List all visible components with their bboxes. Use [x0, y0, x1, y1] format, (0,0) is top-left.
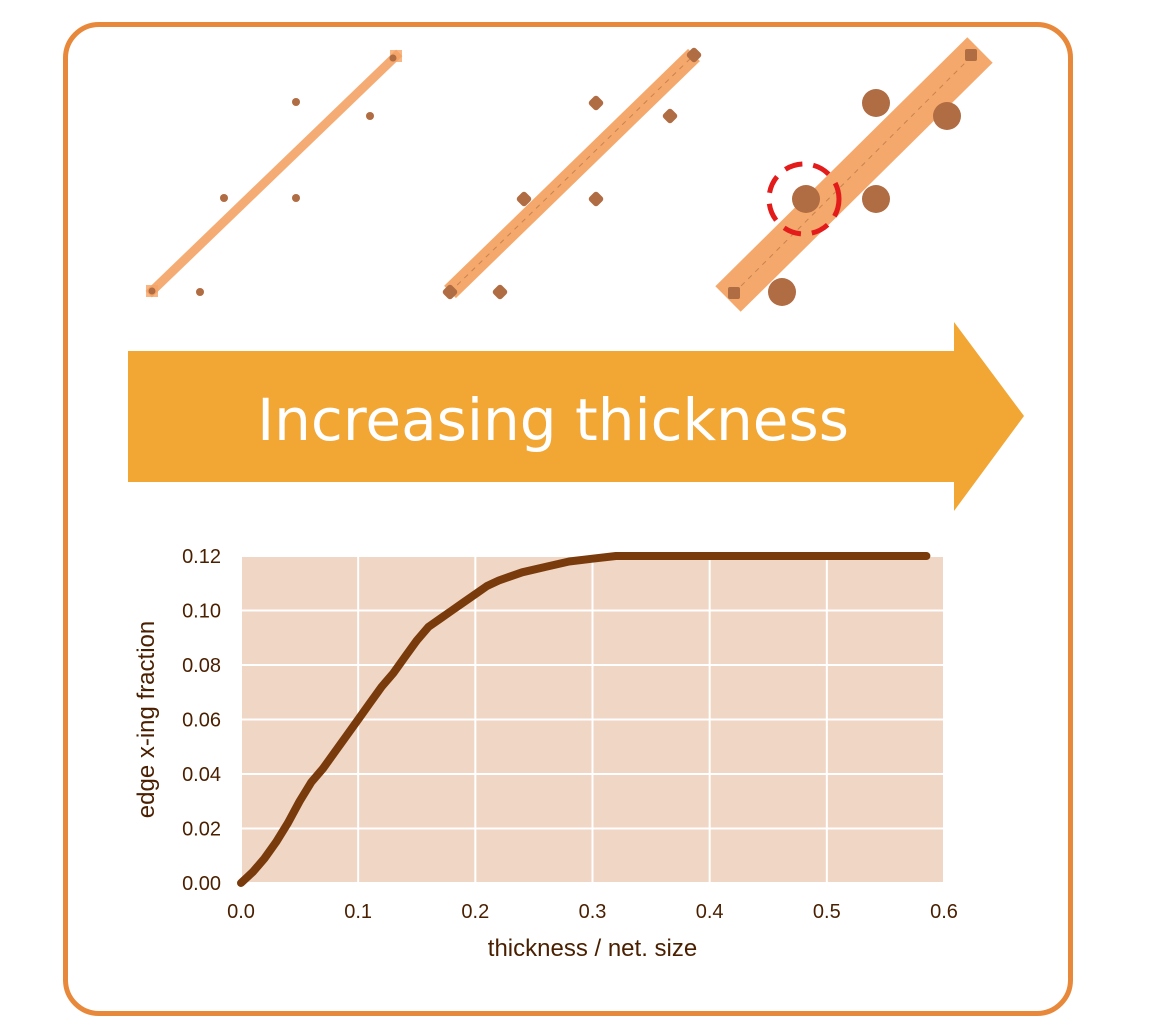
node [148, 287, 156, 295]
node [492, 284, 508, 300]
x-tick-label: 0.5 [813, 901, 841, 923]
y-tick-label: 0.12 [182, 546, 221, 568]
x-tick-label: 0.2 [461, 901, 489, 923]
node [862, 89, 890, 117]
node [389, 54, 397, 62]
figure-frame [63, 22, 1073, 1016]
node [933, 102, 961, 130]
banner-label: Increasing thickness [257, 386, 849, 454]
y-tick-label: 0.00 [182, 873, 221, 895]
node [768, 278, 796, 306]
y-tick-label: 0.04 [182, 764, 221, 786]
node [292, 98, 300, 106]
y-tick-label: 0.10 [182, 601, 221, 623]
node [588, 95, 604, 111]
node [686, 47, 702, 63]
edge-centerline [449, 54, 695, 293]
x-tick-label: 0.1 [344, 901, 372, 923]
node [792, 185, 820, 213]
x-tick-label: 0.6 [930, 901, 958, 923]
node [662, 108, 678, 124]
crossing-highlight [766, 161, 842, 237]
x-tick-label: 0.0 [227, 901, 255, 923]
node [292, 194, 300, 202]
series-line [237, 552, 931, 887]
edge-band [145, 49, 403, 298]
y-tick-label: 0.02 [182, 819, 221, 841]
x-axis-label: thickness / net. size [488, 935, 697, 962]
node [862, 185, 890, 213]
network-panel-medium [442, 47, 702, 300]
y-axis-label: edge x-ing fraction [133, 621, 160, 818]
node [588, 191, 604, 207]
x-tick-label: 0.4 [696, 901, 724, 923]
x-tick-label: 0.3 [579, 901, 607, 923]
edge-crossing-chart: 0.0 0.1 0.2 0.3 0.4 0.5 0.6 0.00 0.02 0.04 0.06 0.0… [133, 546, 958, 962]
network-panel-thick [715, 37, 993, 312]
node [366, 112, 374, 120]
node [220, 194, 228, 202]
increasing-thickness-arrow [128, 322, 1024, 511]
node [196, 288, 204, 296]
node [442, 284, 458, 300]
node [516, 191, 532, 207]
node [965, 49, 977, 61]
y-tick-label: 0.06 [182, 710, 221, 732]
y-tick-label: 0.08 [182, 655, 221, 677]
node [728, 287, 740, 299]
network-panel-thin [145, 49, 403, 298]
